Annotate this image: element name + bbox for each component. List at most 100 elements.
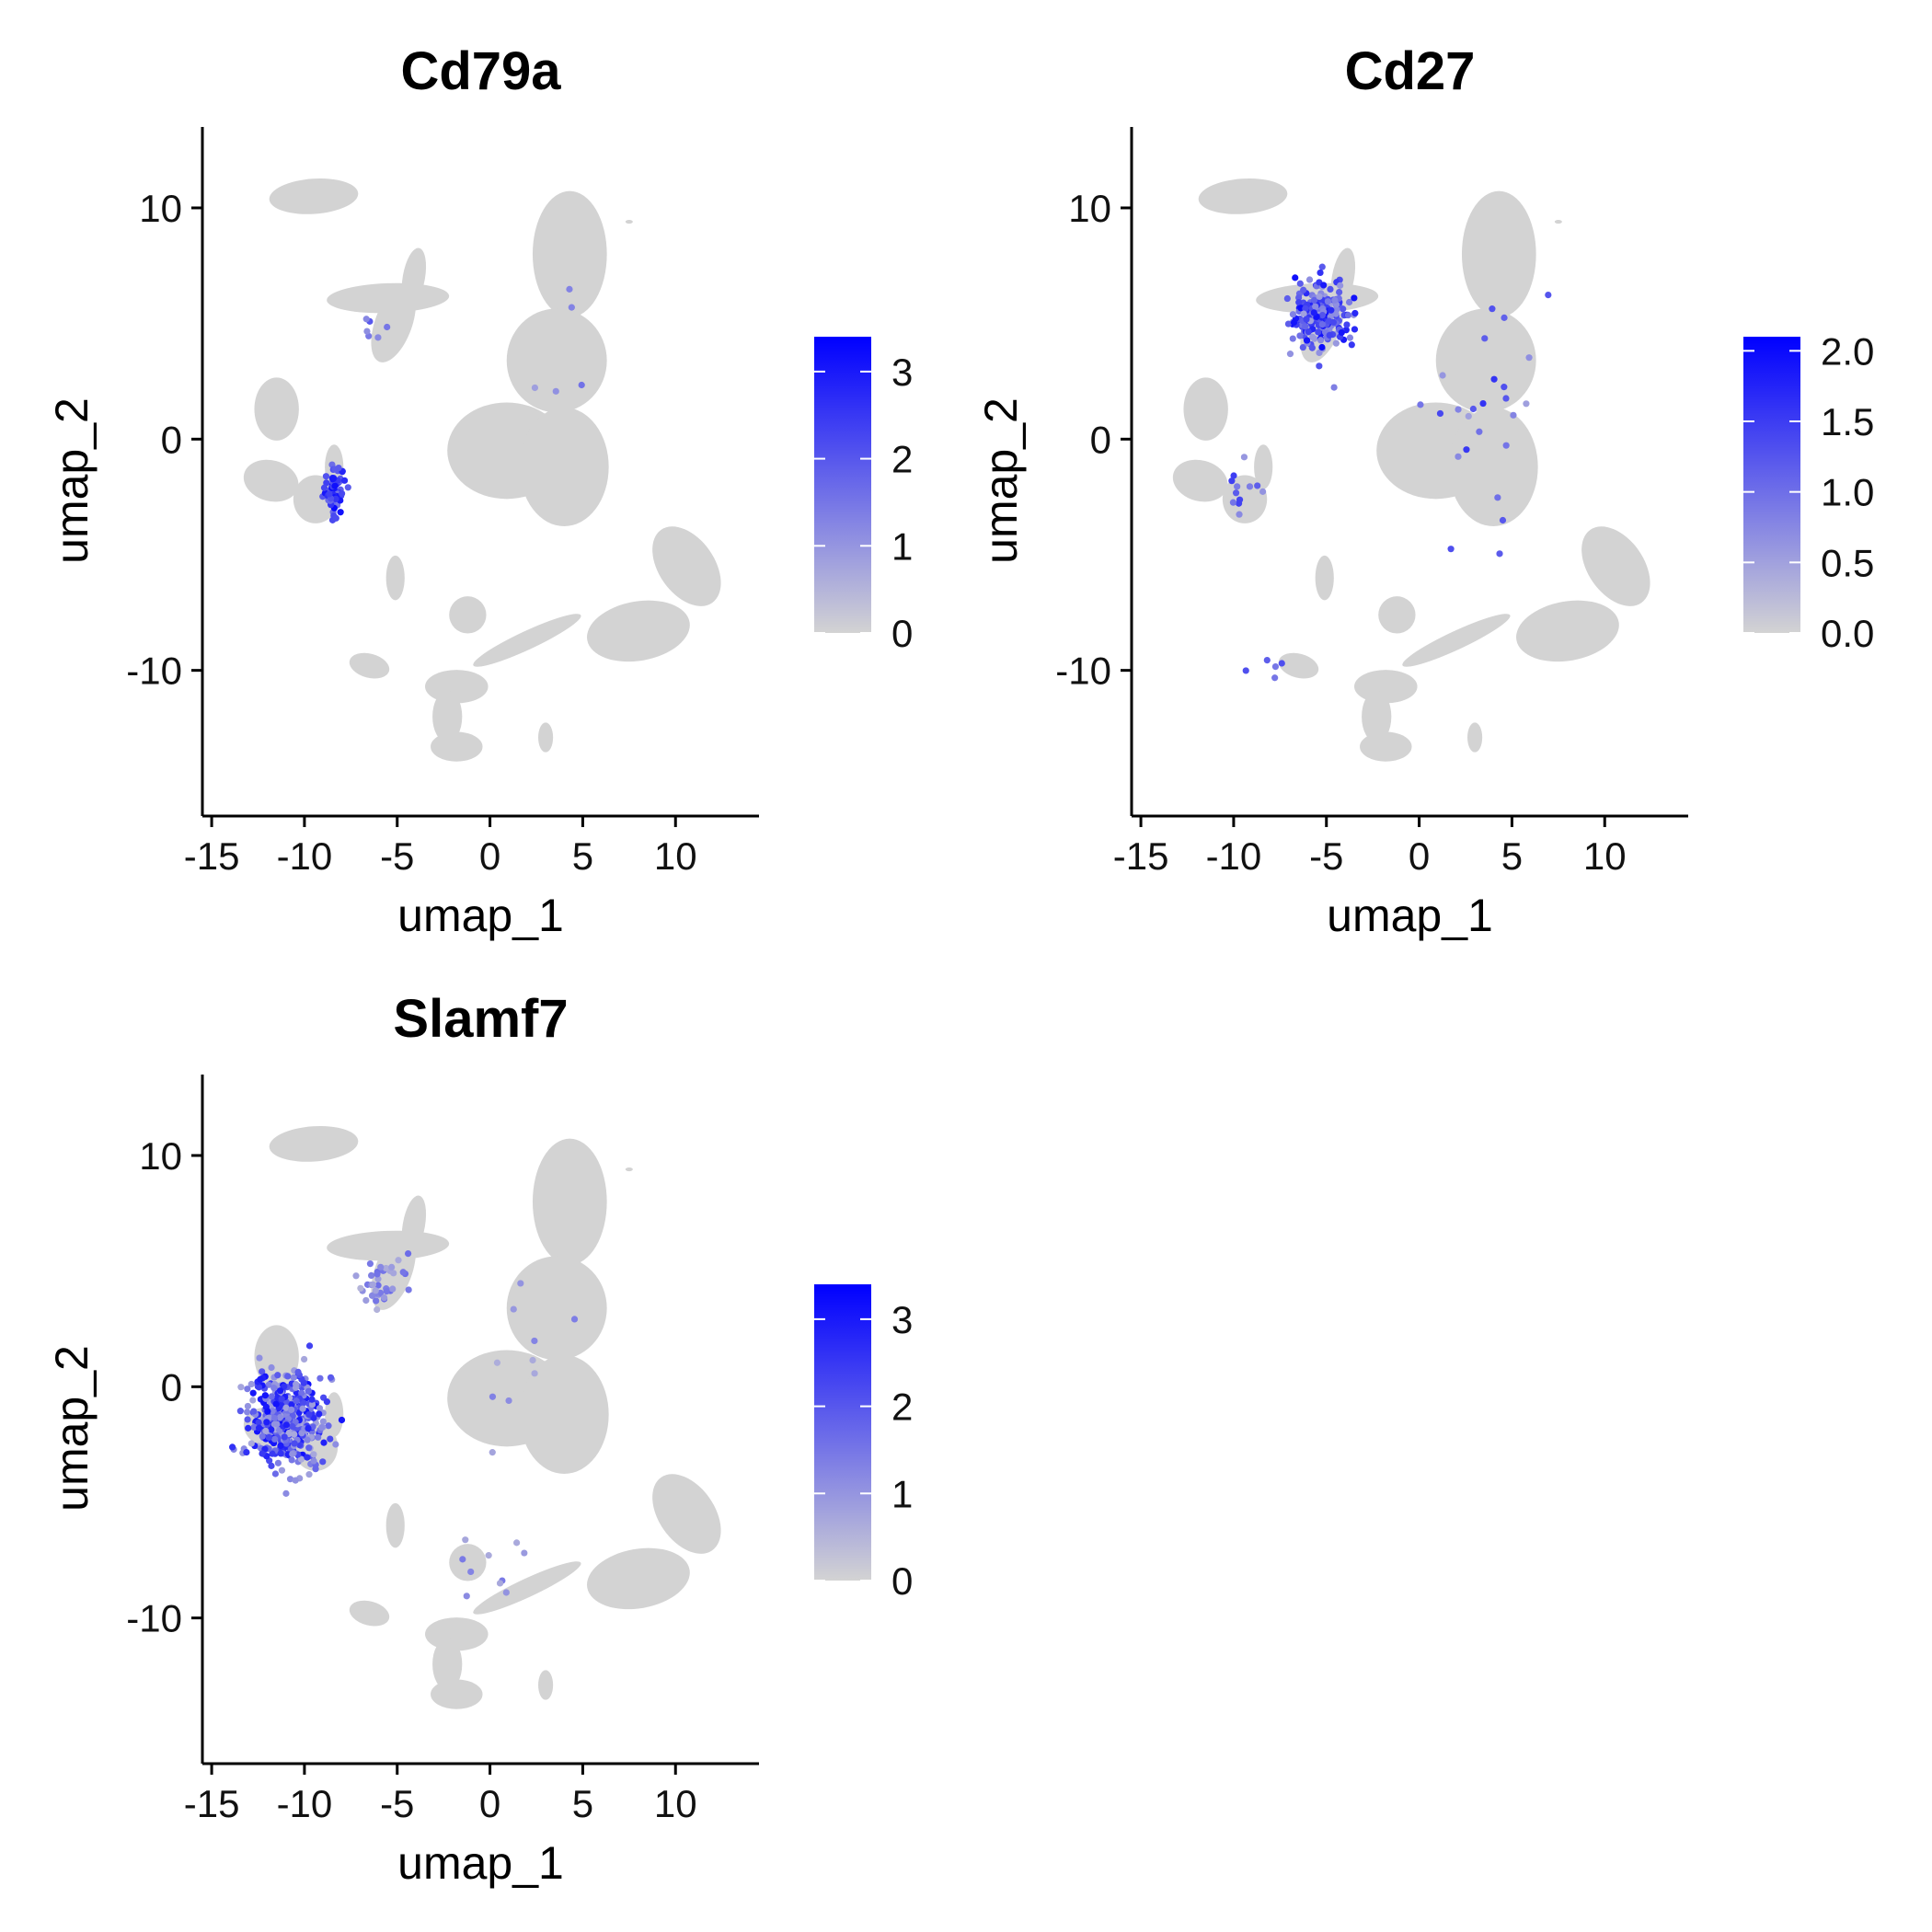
cell-point [243, 1448, 250, 1456]
cell-point [270, 1414, 279, 1422]
cell-point [1332, 339, 1340, 347]
cluster-blob [1581, 526, 1650, 606]
cell-point [1296, 332, 1304, 339]
axes [191, 1075, 759, 1775]
cell-point [1348, 341, 1355, 349]
cell-point [1490, 375, 1498, 383]
cell-point [291, 1440, 298, 1447]
feature-plot-slamf7: Slamf7 -15 -10 -5 0 5 10 -10 0 10 umap_1 umap_2 0 1 2 3 [0, 948, 957, 1895]
cell-point [1317, 337, 1325, 344]
cell-point [316, 1410, 323, 1418]
cluster-blob [625, 220, 633, 224]
plot-title: Slamf7 [393, 989, 568, 1049]
cell-point [459, 1556, 466, 1563]
cluster-blob [1362, 690, 1392, 743]
cell-point [305, 1471, 313, 1478]
cell-point [298, 1389, 305, 1397]
cell-point [1501, 314, 1508, 321]
cell-point [282, 1489, 290, 1497]
cell-point [502, 1589, 510, 1596]
cell-point [368, 1292, 376, 1299]
cell-point [322, 473, 330, 480]
cell-point [1271, 674, 1279, 682]
cell-point [1501, 384, 1508, 391]
cell-point [316, 1405, 324, 1412]
cell-point [325, 1422, 332, 1430]
cluster-blob [1402, 614, 1511, 667]
y-tick-label: 10 [1068, 187, 1111, 230]
cell-point [1338, 328, 1345, 337]
cell-point [274, 1372, 282, 1379]
x-tick-label: -5 [380, 1782, 414, 1825]
cell-point [272, 1400, 280, 1408]
cell-point [1242, 667, 1249, 674]
colorbar-label: 3 [891, 1298, 913, 1341]
colorbar-label: 1 [891, 524, 913, 568]
cell-point [244, 1416, 251, 1423]
cell-point [320, 1439, 328, 1446]
cell-point [326, 490, 333, 498]
cell-point [305, 1387, 312, 1395]
cell-point [273, 1420, 281, 1428]
cell-point [1240, 454, 1248, 461]
cluster-blob [1254, 444, 1273, 489]
cell-point [1525, 354, 1533, 362]
cell-point [282, 1421, 290, 1429]
cell-point [357, 1284, 364, 1292]
cell-point [1324, 298, 1332, 305]
cell-point [264, 1408, 271, 1415]
colorbar-label: 2 [891, 438, 913, 481]
cluster-blob [473, 1561, 581, 1615]
cell-point [268, 1462, 275, 1469]
x-tick-label: -10 [277, 834, 333, 878]
cell-point [1455, 453, 1462, 460]
cell-point [259, 1432, 266, 1440]
colorbar-label: 0.5 [1821, 541, 1874, 584]
colorbar-label: 1.0 [1821, 471, 1874, 514]
cell-point [277, 1450, 284, 1457]
cell-point [1254, 482, 1261, 489]
cell-point [259, 1368, 266, 1375]
cluster-blob [1461, 190, 1536, 317]
axes [191, 127, 759, 827]
cluster-blob [269, 1125, 359, 1162]
x-tick-label: 5 [572, 834, 593, 878]
cluster-blob [385, 555, 405, 601]
cell-point [369, 1281, 377, 1288]
x-tick-label: -5 [1309, 834, 1343, 878]
cell-point [329, 476, 337, 483]
cluster-blob [1172, 459, 1228, 502]
cell-point [1455, 406, 1462, 413]
y-tick-label: 10 [139, 1134, 182, 1178]
cluster-blob [532, 190, 607, 317]
cell-point [377, 1263, 385, 1271]
colorbar-label: 3 [891, 351, 913, 394]
cell-point [381, 1294, 388, 1302]
cell-point [1289, 311, 1297, 318]
cell-point [304, 1436, 311, 1443]
cell-point [405, 1250, 412, 1258]
cell-point [1545, 292, 1552, 299]
cell-point [395, 1257, 402, 1264]
cell-point [250, 1408, 258, 1415]
cell-point [1332, 310, 1340, 317]
cell-point [1286, 351, 1294, 358]
feature-plot-cd79a: Cd79a -15 -10 -5 0 5 10 -10 0 10 umap_1 umap_2 0 1 2 3 [0, 0, 957, 948]
cell-point [249, 1389, 257, 1397]
cluster-blob [587, 1547, 690, 1610]
cell-point [531, 1370, 538, 1377]
cell-point [261, 1392, 269, 1399]
x-tick-label: -10 [277, 1782, 333, 1825]
cell-point [568, 304, 575, 311]
x-tick-label: -15 [1113, 834, 1169, 878]
cell-point [1310, 309, 1317, 316]
y-axis-label: umap_2 [46, 1345, 98, 1512]
cell-point [271, 1470, 280, 1478]
y-tick-label: 10 [139, 187, 182, 230]
cluster-blob [371, 284, 416, 362]
cell-point [389, 1285, 397, 1293]
cell-point [1271, 662, 1280, 671]
cell-point [1283, 294, 1291, 303]
x-tick-label: 0 [479, 834, 500, 878]
cell-point [485, 1552, 492, 1559]
